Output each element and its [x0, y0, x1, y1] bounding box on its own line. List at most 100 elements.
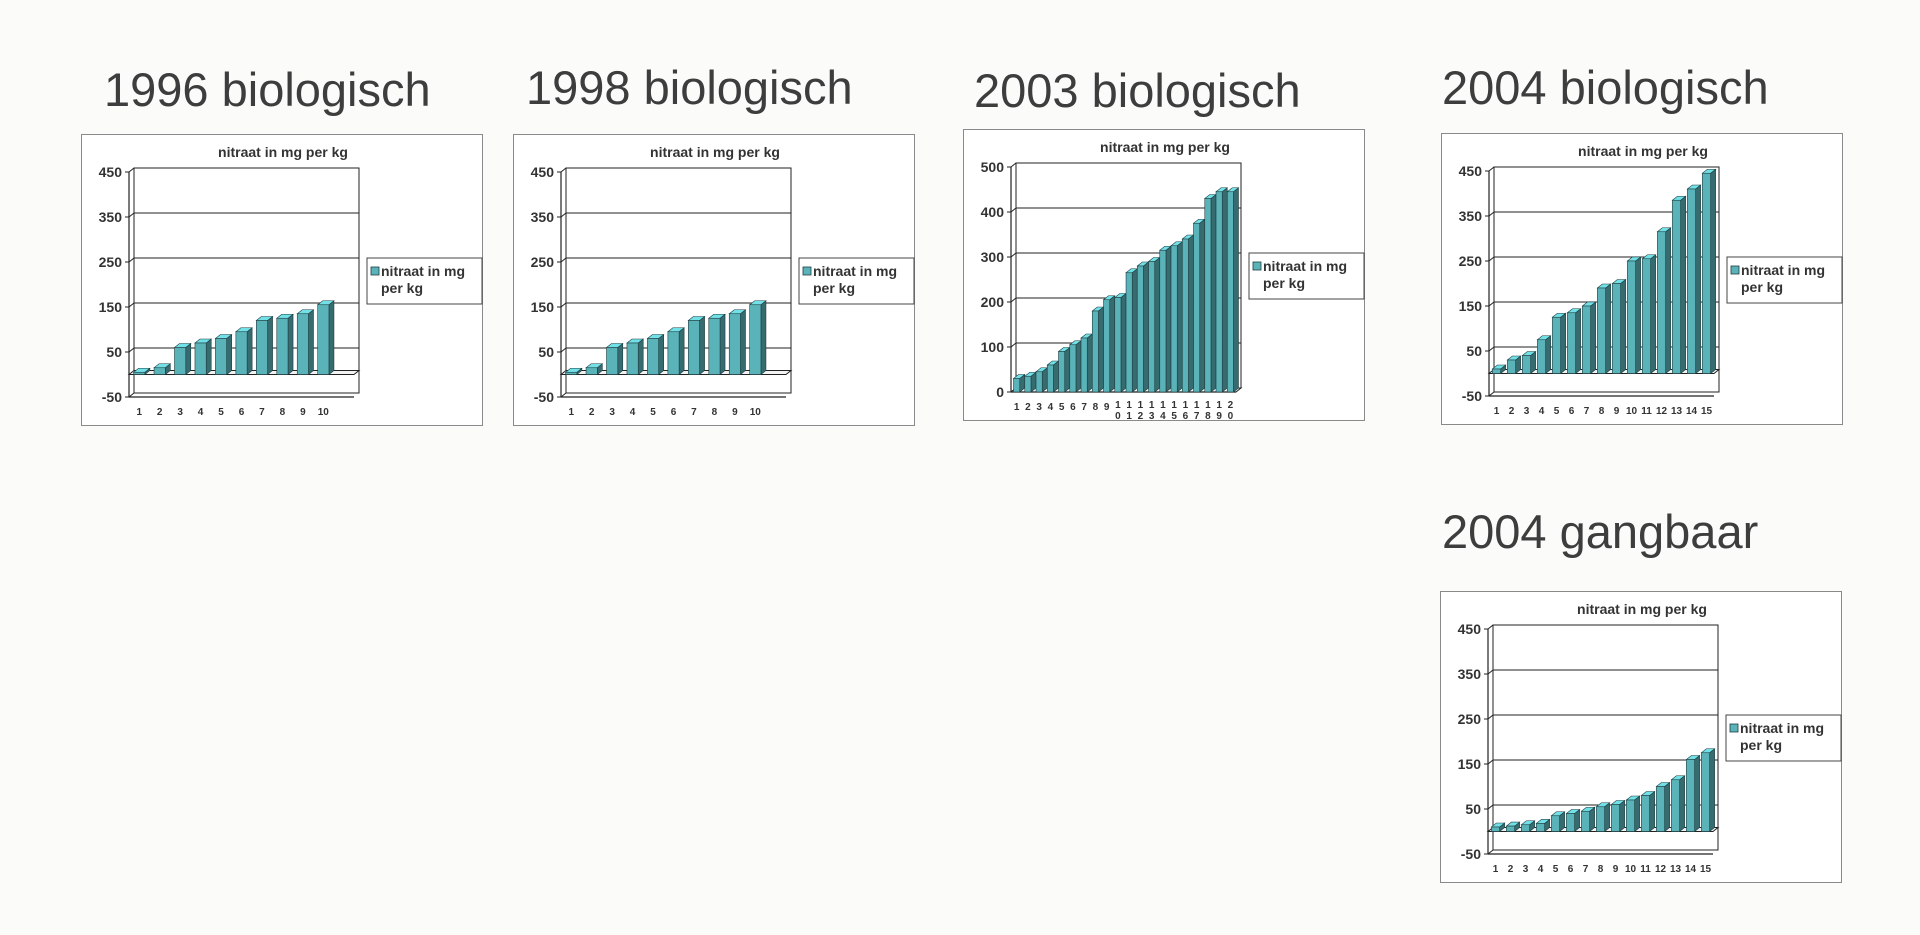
- bar: [1506, 825, 1515, 832]
- bar: [1566, 813, 1575, 832]
- bar: [1114, 297, 1122, 393]
- x-tick-label: 3: [1524, 406, 1530, 417]
- bar-side: [1064, 346, 1071, 393]
- gridline-depth: [128, 212, 135, 218]
- bar-side: [1053, 360, 1059, 393]
- x-tick-label: 1: [1160, 400, 1166, 411]
- x-tick-label: 10: [750, 407, 762, 418]
- legend-box: [1248, 252, 1365, 300]
- gridline-depth: [128, 302, 135, 308]
- x-tick-label: 11: [1640, 864, 1651, 875]
- bar: [1702, 172, 1711, 374]
- x-tick-label: 14: [1686, 406, 1698, 417]
- bar-side: [1086, 333, 1093, 393]
- bar: [1582, 305, 1591, 374]
- bar-side: [205, 338, 212, 376]
- x-tick-label: 3: [1036, 402, 1042, 413]
- bar: [1657, 231, 1666, 374]
- bar: [708, 317, 721, 375]
- bar: [1567, 312, 1576, 374]
- x-tick-label: 8: [712, 407, 718, 418]
- y-tick-label: 100: [981, 339, 1005, 355]
- bar: [1642, 258, 1651, 374]
- bar-side: [658, 333, 664, 376]
- x-tick-label: 10: [318, 407, 330, 418]
- gridline-depth: [1487, 669, 1494, 675]
- x-tick-label: 12: [1656, 406, 1668, 417]
- panel-title-2004-biologisch: 2004 biologisch: [1442, 61, 1769, 114]
- bar-side: [1679, 775, 1685, 833]
- x-tick-label: 4: [1538, 864, 1544, 875]
- x-tick-label: 4: [1048, 402, 1054, 413]
- x-tick-label: 13: [1670, 864, 1682, 875]
- x-tick-label: 1: [1126, 400, 1132, 411]
- chart-2004-gangbaar: nitraat in mg per kg -50 50 150 250 350 450 1 2 3…: [1440, 591, 1842, 883]
- bar: [1058, 351, 1066, 393]
- bar: [153, 367, 166, 375]
- gridline-depth: [560, 392, 567, 398]
- bar: [1537, 339, 1546, 374]
- x-tick-label: 7: [1583, 864, 1589, 875]
- bar: [1551, 815, 1560, 832]
- legend-label: nitraat in mg: [1741, 262, 1825, 278]
- bar: [1507, 359, 1516, 374]
- x-tick-label: 8: [1093, 402, 1099, 413]
- x-tick-label: 7: [1081, 402, 1087, 413]
- bar: [1671, 779, 1680, 832]
- x-tick-label: 1: [1494, 406, 1500, 417]
- chart-1998-svg: nitraat in mg per kg -50 50 150 250 350 450 1 2 3…: [531, 144, 915, 418]
- y-tick-label: 450: [531, 164, 555, 180]
- gridline-depth: [128, 392, 135, 398]
- bar: [1148, 261, 1156, 393]
- bar-side: [740, 309, 746, 376]
- bar-side: [1210, 193, 1217, 393]
- y-tick-label: 0: [996, 384, 1004, 400]
- bar: [1013, 378, 1021, 393]
- gridline-depth: [128, 167, 135, 173]
- legend-label: nitraat in mg: [1263, 258, 1347, 274]
- bar-side: [1605, 283, 1611, 375]
- gridline-depth: [1487, 624, 1494, 630]
- gridline-depth: [1488, 256, 1495, 262]
- x-tick-label: 3: [609, 407, 615, 418]
- bar-side: [1221, 187, 1228, 393]
- gridline-depth: [1010, 252, 1017, 258]
- legend-swatch: [1730, 265, 1740, 275]
- chart-heading: nitraat in mg per kg: [218, 144, 348, 160]
- bar-side: [1680, 195, 1686, 375]
- x-tick-label: 14: [1685, 864, 1697, 875]
- bar: [1492, 368, 1501, 374]
- gridline-depth: [560, 167, 567, 173]
- bar: [1125, 272, 1133, 393]
- x-tick-label: 1: [1138, 400, 1144, 411]
- x-tick-label: 1: [1014, 402, 1020, 413]
- x-tick-label: 8: [1598, 864, 1604, 875]
- panel-title-2004-gangbaar: 2004 gangbaar: [1442, 505, 1759, 558]
- bar-side: [1635, 256, 1641, 375]
- x-tick-label: 1: [1493, 864, 1499, 875]
- y-tick-label: 250: [531, 254, 555, 270]
- x-tick-label: 4: [630, 407, 636, 418]
- chart-1998: nitraat in mg per kg -50 50 150 250 350 450 1 2 3…: [513, 134, 915, 426]
- bar: [1626, 799, 1635, 832]
- legend-swatch: [1729, 723, 1739, 733]
- bar-side: [1098, 306, 1104, 393]
- bar-side: [1620, 278, 1626, 375]
- bar-side: [308, 309, 314, 376]
- y-tick-label: -50: [534, 389, 554, 405]
- x-tick-label: 7: [1584, 406, 1590, 417]
- gridline-depth: [1487, 849, 1494, 855]
- bar: [606, 347, 619, 375]
- bar-side: [678, 327, 685, 376]
- x-tick-label: 5: [650, 407, 656, 418]
- bar-side: [1709, 748, 1715, 833]
- bar: [1641, 795, 1650, 832]
- bar-side: [1075, 340, 1082, 393]
- bar-side: [1575, 308, 1581, 375]
- legend-label: nitraat in mg: [813, 263, 897, 279]
- gridline-depth: [128, 347, 135, 353]
- x-tick-label: 12: [1655, 864, 1667, 875]
- bar: [1612, 283, 1621, 374]
